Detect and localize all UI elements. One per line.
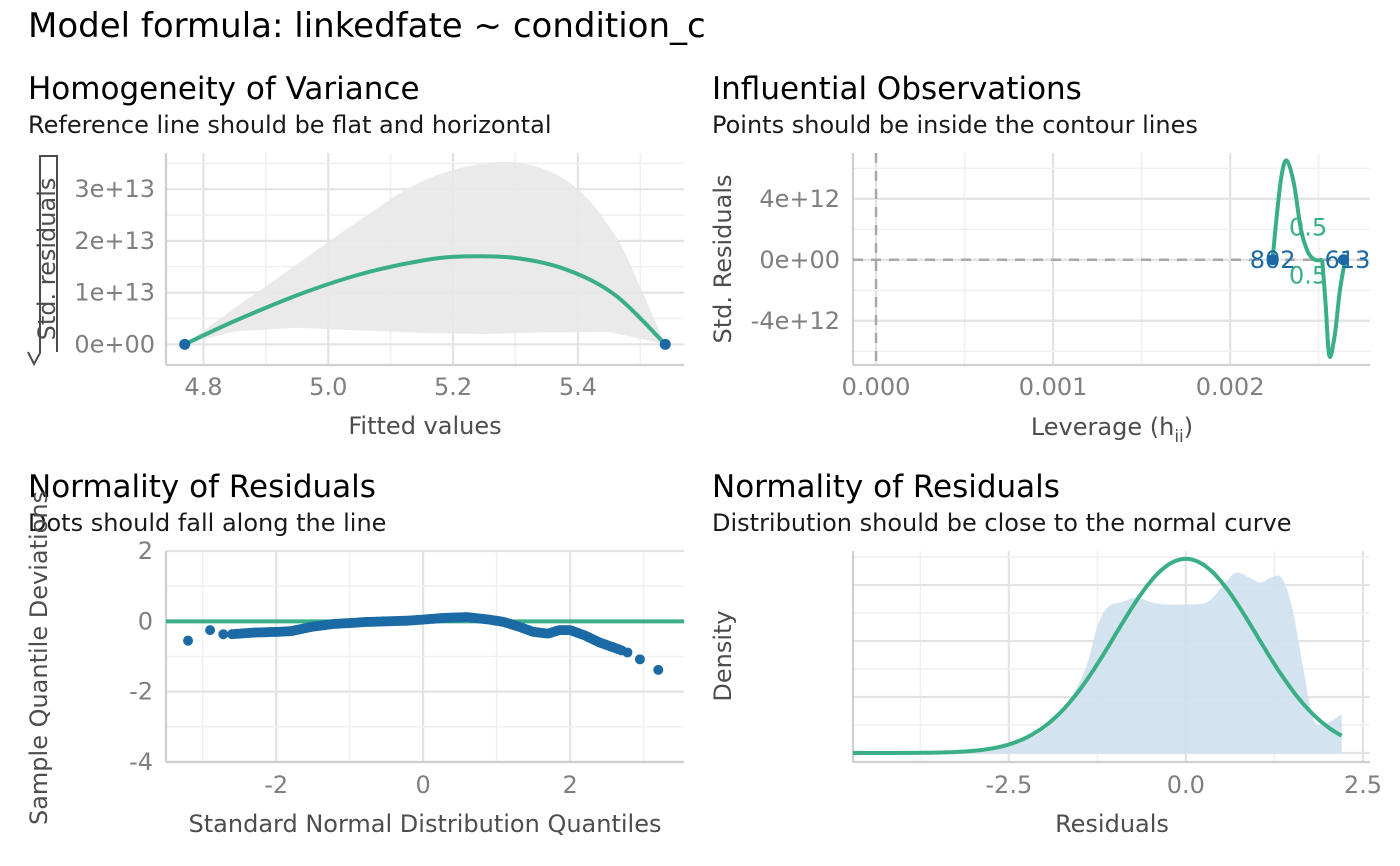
y-tick-label: 0	[138, 607, 153, 635]
plot-area: -2 0 2 -4 -2 0 2	[129, 537, 684, 799]
contour-line-lower	[1320, 259, 1348, 359]
y-tick-label: 4e+12	[759, 185, 840, 213]
y-tick-label: 1e+13	[74, 279, 155, 307]
panel-subtitle: Dots should fall along the line	[28, 509, 386, 537]
data-point	[1267, 254, 1279, 266]
y-axis-label: Density	[709, 610, 737, 701]
sqrt-sign	[27, 155, 58, 367]
data-point	[179, 338, 191, 350]
confidence-band	[184, 161, 666, 345]
point-label: 802	[1250, 246, 1296, 274]
x-tick-label: -2.5	[985, 771, 1032, 799]
data-point	[659, 338, 671, 350]
y-axis-label: Sample Quantile Deviations	[25, 491, 53, 825]
y-tick-label: -4	[129, 748, 153, 776]
density-area	[952, 572, 1342, 753]
main-title: Model formula: linkedfate ~ condition_c	[28, 6, 706, 46]
x-tick-label: 0.001	[1019, 373, 1088, 401]
x-tick-label: 4.8	[184, 373, 222, 401]
data-point	[653, 664, 664, 675]
x-tick-label: -2	[264, 771, 288, 799]
y-tick-label: 2e+13	[74, 227, 155, 255]
panel-subtitle: Points should be inside the contour line…	[712, 111, 1198, 139]
point-label: 613	[1325, 246, 1371, 274]
panel-title: Normality of Residuals	[28, 469, 376, 505]
data-point	[183, 635, 194, 646]
y-tick-label: 0e+00	[759, 246, 840, 274]
data-point	[205, 625, 216, 636]
y-axis-label-group: Density	[709, 610, 737, 701]
y-axis-label-group: Sample Quantile Deviations	[25, 491, 53, 825]
data-point	[1337, 254, 1349, 266]
panel-density: Normality of Residuals Distribution shou…	[709, 469, 1382, 838]
panel-title: Homogeneity of Variance	[28, 71, 420, 107]
x-axis-label: Standard Normal Distribution Quantiles	[189, 810, 662, 838]
x-tick-label: 5.4	[559, 373, 597, 401]
data-point	[616, 645, 627, 656]
smooth-line	[183, 254, 667, 347]
y-axis-label-group: Std. Residuals	[709, 175, 737, 344]
panel-subtitle: Distribution should be close to the norm…	[712, 509, 1292, 537]
panel-qq: Normality of Residuals Dots should fall …	[25, 469, 684, 838]
contour-label: 0.5	[1289, 213, 1327, 241]
x-tick-label: 0.002	[1196, 373, 1265, 401]
x-tick-label: 0.0	[1167, 771, 1205, 799]
x-tick-label: 5.2	[434, 373, 472, 401]
x-tick-label: 5.0	[309, 373, 347, 401]
y-tick-label: 3e+13	[74, 175, 155, 203]
y-tick-label: -2	[129, 678, 153, 706]
x-tick-label: 2.5	[1344, 771, 1382, 799]
x-axis-label: Leverage (hii)	[1031, 413, 1193, 447]
plot-area: -2.5 0.0 2.5	[851, 551, 1382, 799]
contour-line-upper	[1270, 158, 1323, 263]
y-tick-label: -4e+12	[751, 307, 840, 335]
y-tick-label: 0e+00	[74, 330, 155, 358]
panel-influential: Influential Observations Points should b…	[709, 71, 1370, 447]
x-tick-label: 0	[416, 771, 431, 799]
x-tick-label: 2	[562, 771, 577, 799]
y-axis-label: Std. Residuals	[709, 175, 737, 344]
normal-curve	[853, 556, 1343, 755]
y-tick-label: 2	[138, 537, 153, 565]
contour-label: 0.5	[1289, 261, 1327, 289]
x-axis-label: Fitted values	[348, 412, 501, 440]
plot-area: 4.8 5.0 5.2 5.4 0e+00 1e+13 2e+13 3e+13	[74, 153, 684, 401]
panel-homogeneity: Homogeneity of Variance Reference line s…	[27, 71, 684, 440]
panel-title: Influential Observations	[712, 71, 1082, 107]
panel-subtitle: Reference line should be flat and horizo…	[28, 111, 552, 139]
panel-title: Normality of Residuals	[712, 469, 1060, 505]
data-point	[634, 654, 645, 665]
x-axis-label: Residuals	[1055, 810, 1169, 838]
data-point	[218, 629, 229, 640]
x-tick-label: 0.000	[842, 373, 911, 401]
